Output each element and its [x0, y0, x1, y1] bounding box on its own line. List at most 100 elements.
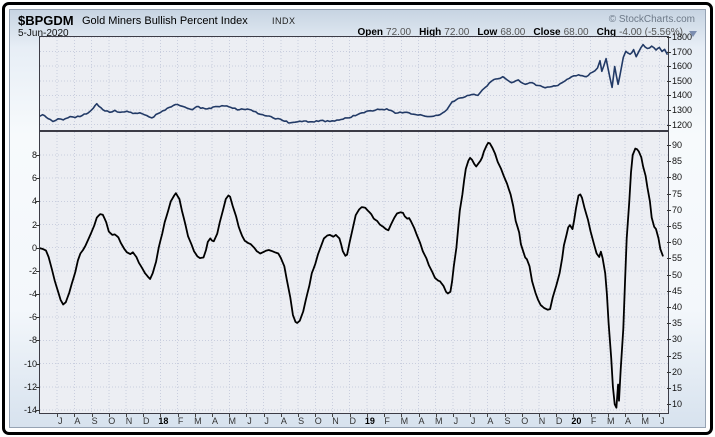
y-axis-label: 85 [672, 156, 683, 167]
x-axis-tick [281, 414, 282, 417]
quote-label: High [419, 27, 442, 38]
copyright-notice: © StockCharts.com [608, 14, 695, 25]
y-axis-label: 20 [672, 366, 683, 377]
x-axis-label: J [660, 416, 665, 426]
y-axis-label: 1800 [672, 32, 693, 42]
x-axis-label: J [264, 416, 269, 426]
x-axis-tick [573, 414, 574, 417]
y-axis-label: 25 [672, 350, 683, 361]
dropdown-arrow-icon[interactable] [689, 31, 697, 37]
x-axis-tick [556, 414, 557, 417]
y-axis-label: 6 [31, 173, 37, 184]
x-axis-tick [625, 414, 626, 417]
y-axis-label: 50 [672, 269, 683, 280]
y-axis-label: 45 [672, 285, 683, 296]
y-axis-tick [36, 247, 40, 249]
quote-low: Low 68.00 [477, 27, 525, 38]
y-axis-tick [667, 51, 671, 53]
x-axis-label: J [453, 416, 459, 426]
y-axis-tick [667, 306, 671, 308]
x-axis-label: O [108, 416, 116, 426]
gold-price-panel [39, 36, 669, 131]
y-axis-label: -4 [28, 289, 37, 300]
y-axis-tick [667, 404, 671, 406]
x-axis-tick [642, 414, 643, 417]
x-axis-tick [315, 414, 316, 417]
x-axis-label: F [590, 416, 597, 426]
x-axis-tick [453, 414, 454, 417]
y-axis-label: 8 [31, 149, 37, 160]
y-axis-tick [667, 209, 671, 211]
y-axis-tick [667, 193, 671, 195]
x-axis-tick [212, 414, 213, 417]
x-axis-label: A [280, 416, 287, 426]
x-axis-tick [298, 414, 299, 417]
x-axis-label: A [74, 416, 81, 426]
y-axis-label: 1200 [672, 119, 693, 130]
x-axis-tick [74, 414, 75, 417]
x-axis-label: 19 [364, 416, 375, 426]
x-axis-label: J [247, 416, 252, 426]
y-axis-tick [667, 323, 671, 325]
quote-value: -4.00 (-5.56%) [619, 27, 683, 38]
y-axis-label: 2 [31, 219, 37, 230]
quote-close: Close 68.00 [533, 27, 588, 38]
x-axis-tick [332, 414, 333, 417]
y-axis-label: 30 [672, 334, 683, 345]
y-axis-tick [667, 95, 671, 97]
x-axis-tick [591, 414, 592, 417]
chart-inner: $BPGDM Gold Miners Bullish Percent Index… [9, 9, 706, 428]
quote-value: 68.00 [500, 27, 526, 38]
x-axis-label: N [538, 416, 546, 426]
y-axis-label: 55 [672, 253, 683, 264]
x-axis-tick [178, 414, 179, 417]
x-axis-label: 20 [571, 416, 582, 426]
x-axis-tick [659, 414, 660, 417]
x-axis-label: F [384, 416, 390, 426]
y-axis-tick [667, 242, 671, 244]
y-axis-tick [667, 258, 671, 260]
x-axis-tick [419, 414, 420, 417]
y-axis-label: 10 [672, 399, 683, 410]
y-axis-tick [667, 387, 671, 389]
x-axis-label: M [228, 416, 237, 426]
quote-label: Open [357, 27, 384, 38]
x-axis-label: S [504, 416, 511, 426]
y-axis-tick [36, 294, 40, 296]
y-axis-label: 1700 [672, 46, 693, 57]
x-axis-tick [505, 414, 506, 417]
y-axis-label: 80 [672, 172, 683, 183]
exchange-label: INDX [272, 16, 296, 26]
x-axis-tick [384, 414, 385, 417]
y-axis-label: -14 [23, 404, 37, 415]
y-axis-tick [36, 386, 40, 388]
x-axis-tick [195, 414, 196, 417]
x-axis-tick [522, 414, 523, 417]
quote-row: Open 72.00 High 72.00 Low 68.00 Close 68.00 Chg -… [357, 27, 683, 38]
quote-value: 68.00 [563, 27, 589, 38]
y-axis-label: 90 [672, 139, 683, 150]
quote-label: Chg [596, 27, 617, 38]
y-axis-tick [667, 37, 671, 38]
y-axis-tick [36, 154, 40, 156]
x-axis-label: 18 [158, 416, 169, 426]
x-axis-label: A [418, 416, 425, 426]
y-axis-tick [667, 177, 671, 179]
x-axis-tick [539, 414, 540, 417]
y-axis-tick [667, 80, 671, 82]
y-axis-tick [36, 317, 40, 319]
x-axis-tick [401, 414, 402, 417]
y-axis-tick [667, 144, 671, 146]
x-axis-label: M [434, 416, 443, 426]
x-axis-tick [57, 414, 58, 417]
y-axis-label: 0 [31, 242, 37, 253]
x-axis-label: S [91, 416, 98, 426]
x-axis-label: O [521, 416, 529, 426]
x-axis-label: D [555, 416, 563, 426]
quote-date: 5-Jun-2020 [18, 28, 69, 39]
x-axis-label: F [177, 416, 184, 426]
y-axis-label: 1500 [672, 75, 693, 86]
x-axis-tick [436, 414, 437, 417]
quote-value: 72.00 [444, 27, 470, 38]
